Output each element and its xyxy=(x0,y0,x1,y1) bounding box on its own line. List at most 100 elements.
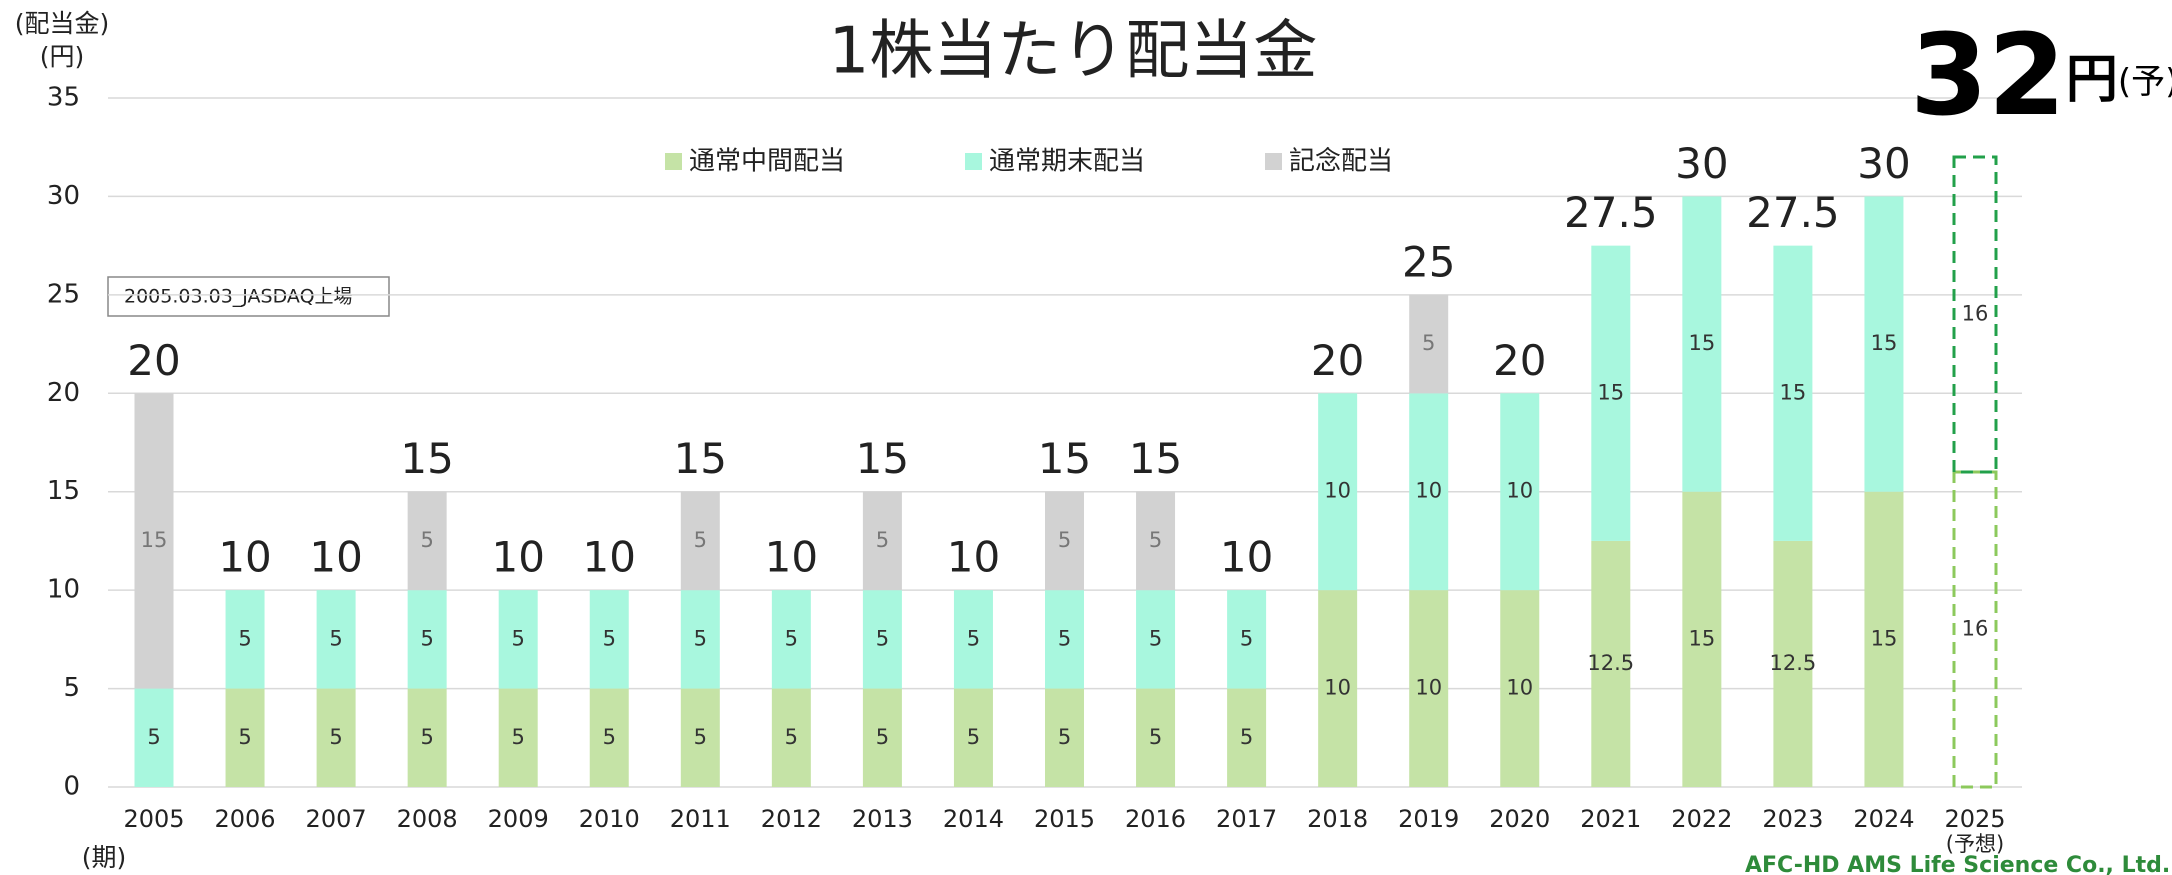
bar-segment xyxy=(1591,540,1631,787)
legend-label: 通常期末配当 xyxy=(989,147,1145,177)
bar-segment xyxy=(680,590,720,689)
bar-segment xyxy=(498,590,538,689)
segment-label: 5 xyxy=(1240,626,1253,650)
forecast-total-value: 32 xyxy=(1910,11,2066,141)
segment-label: 12.5 xyxy=(1587,651,1634,675)
total-label: 10 xyxy=(1220,533,1273,582)
bar-segment xyxy=(1773,245,1813,541)
segment-label: 5 xyxy=(603,626,616,650)
segment-label: 15 xyxy=(1597,380,1624,404)
segment-label: 5 xyxy=(876,725,889,749)
bar-segment xyxy=(1409,590,1449,787)
segment-label: 12.5 xyxy=(1770,651,1817,675)
segment-label: 15 xyxy=(1688,626,1715,650)
segment-label: 5 xyxy=(329,725,342,749)
legend-label: 記念配当 xyxy=(1289,147,1393,177)
segment-label: 5 xyxy=(1149,626,1162,650)
segment-label: 5 xyxy=(1422,331,1435,355)
x-tick-label: 2015 xyxy=(1034,805,1095,833)
y-tick-label: 35 xyxy=(47,83,80,113)
x-tick-label: 2019 xyxy=(1398,805,1459,833)
segment-label: 5 xyxy=(238,725,251,749)
x-tick-label: 2016 xyxy=(1125,805,1186,833)
bar-segment xyxy=(1500,590,1540,787)
segment-label: 10 xyxy=(1324,676,1351,700)
bar-segment xyxy=(316,688,356,787)
bar-segment xyxy=(134,393,174,689)
bar-segment xyxy=(407,491,447,591)
x-tick-label: 2022 xyxy=(1671,805,1732,833)
y-tick-label: 30 xyxy=(47,181,80,211)
bar-segment xyxy=(225,590,265,689)
x-tick-label: 2012 xyxy=(761,805,822,833)
segment-label: 16 xyxy=(1962,617,1989,641)
segment-label: 5 xyxy=(785,626,798,650)
bar-segment xyxy=(1682,491,1722,787)
bar-segment xyxy=(1318,590,1358,787)
bar-segment xyxy=(1864,196,1904,492)
y-axis-label: (配当金) xyxy=(15,9,110,38)
x-tick-label: 2010 xyxy=(579,805,640,833)
total-label: 15 xyxy=(1129,434,1182,483)
bar-segment xyxy=(1409,393,1449,591)
x-tick-label: 2013 xyxy=(852,805,913,833)
x-tick-label: 2009 xyxy=(488,805,549,833)
segment-label: 10 xyxy=(1324,479,1351,503)
bar-segment xyxy=(862,590,902,689)
x-tick-label: 2006 xyxy=(215,805,276,833)
bar-segment xyxy=(862,688,902,787)
bar-segment xyxy=(589,688,629,787)
forecast-unit: 円 xyxy=(2066,50,2118,110)
segment-label: 15 xyxy=(1871,331,1898,355)
x-tick-label: 2017 xyxy=(1216,805,1277,833)
segment-label: 5 xyxy=(1240,725,1253,749)
bar-segment xyxy=(1136,688,1176,787)
bar-segment xyxy=(407,688,447,787)
total-label: 20 xyxy=(1311,336,1364,385)
bar-segment xyxy=(1136,590,1176,689)
segment-label: 5 xyxy=(1149,725,1162,749)
x-axis-label: (期) xyxy=(82,843,127,872)
x-tick-label: 2020 xyxy=(1489,805,1550,833)
footer: AFC-HD AMS Life Science Co., Ltd. xyxy=(1745,853,2170,875)
bar-segment xyxy=(1500,393,1540,591)
segment-label: 5 xyxy=(603,725,616,749)
x-tick-label: 2018 xyxy=(1307,805,1368,833)
total-label: 15 xyxy=(1038,434,1091,483)
segment-label: 5 xyxy=(694,528,707,552)
x-tick-label: 2023 xyxy=(1762,805,1823,833)
x-tick-label: 2021 xyxy=(1580,805,1641,833)
bar-segment xyxy=(1136,491,1176,591)
bar-segment xyxy=(771,688,811,787)
bar-segment xyxy=(1045,590,1084,689)
bar-segment xyxy=(953,590,993,689)
x-tick-note: (予想) xyxy=(1946,832,2004,856)
bar-segment xyxy=(1409,294,1449,394)
x-tick-label: 2024 xyxy=(1853,805,1914,833)
y-tick-label: 0 xyxy=(63,772,80,802)
segment-label: 5 xyxy=(512,725,525,749)
bar-segment xyxy=(1591,245,1631,541)
bar-segment xyxy=(1682,196,1722,492)
x-tick-label: 2011 xyxy=(670,805,731,833)
bar-segment xyxy=(316,590,356,689)
legend-swatch xyxy=(665,153,682,170)
segment-label: 5 xyxy=(1058,725,1071,749)
bar-segment xyxy=(1227,688,1267,787)
legend-swatch xyxy=(1265,153,1282,170)
total-label: 15 xyxy=(400,434,453,483)
forecast-segment xyxy=(1952,155,1998,474)
bar-segment xyxy=(407,590,447,689)
bar-segment xyxy=(1773,540,1813,787)
segment-label: 5 xyxy=(420,725,433,749)
y-tick-label: 25 xyxy=(47,279,80,309)
segment-label: 5 xyxy=(876,626,889,650)
bar-segment xyxy=(771,590,811,689)
bar-segment xyxy=(589,590,629,689)
segment-label: 5 xyxy=(512,626,525,650)
total-label: 10 xyxy=(947,533,1000,582)
y-axis-label: (円) xyxy=(40,42,85,71)
y-tick-label: 5 xyxy=(63,673,80,703)
annotation: 2005.03.03_JASDAQ上場 xyxy=(124,286,353,308)
